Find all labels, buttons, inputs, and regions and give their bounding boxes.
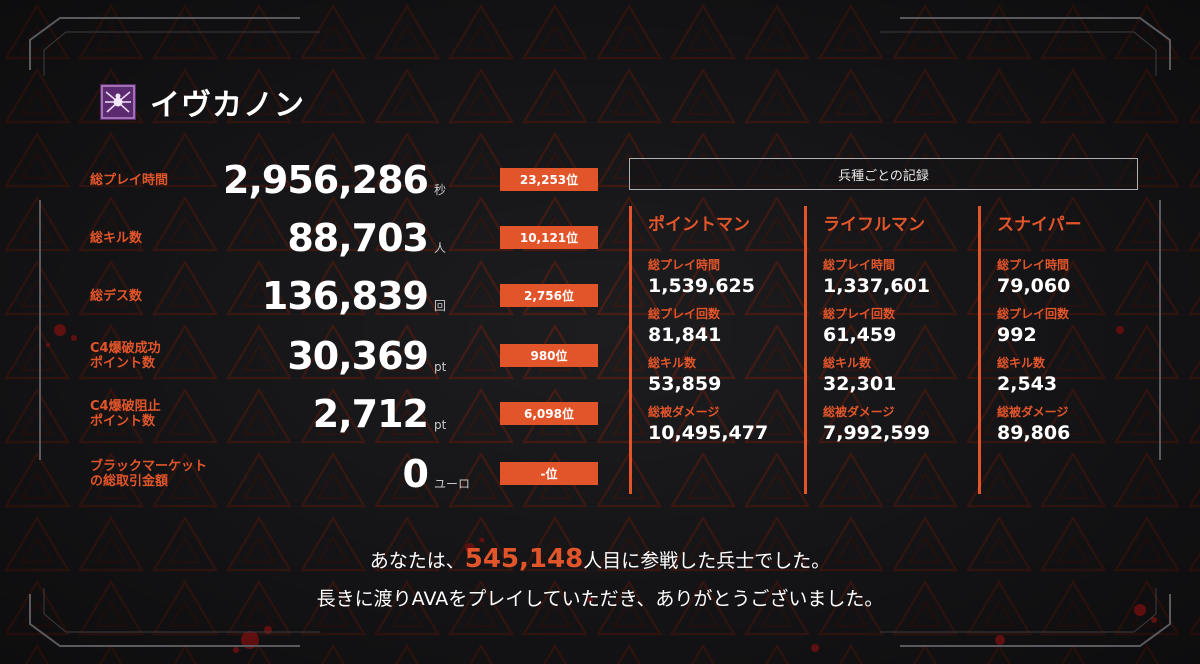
stat-value: 136,839 [261,274,429,318]
metric-label: 総被ダメージ [997,405,1069,419]
rank-badge: 6,098位 [500,402,598,425]
footer-suffix: 人目に参戦した兵士でした。 [583,550,831,572]
stat-row-deaths: 総デス数 136,839 回 2,756位 [90,274,600,318]
metric-value: 1,539,625 [648,275,755,297]
metric-label: 総プレイ時間 [823,258,896,272]
metric-value: 10,495,477 [648,422,769,444]
class-name: ライフルマン [823,215,925,235]
metric-value: 32,301 [823,373,897,395]
stat-unit: pt [434,360,447,374]
stat-unit: 回 [434,299,447,313]
stat-unit: pt [434,418,447,432]
metric-label: 総プレイ時間 [648,258,721,272]
rank-badge: 10,121位 [500,226,598,249]
footer-message-line2: 長きに渡りAVAをプレイしていただき、ありがとうございました。 [316,588,884,610]
metric-label: 総キル数 [648,356,697,370]
footer-prefix: あなたは、 [369,550,465,572]
class-column-sniper: スナイパー 総プレイ時間 79,060 総プレイ回数 992 総キル数 2,54… [978,206,1148,494]
player-name: イヴカノン [150,88,305,123]
rank-badge: 23,253位 [500,168,598,191]
class-records-header: 兵種ごとの記録 [629,158,1138,190]
metric-value: 89,806 [997,422,1071,444]
metric-value: 992 [997,324,1037,346]
metric-label: 総プレイ回数 [997,307,1070,321]
stat-value: 30,369 [287,334,429,378]
stat-label: 総デス数 [90,288,143,304]
stat-row-play-time: 総プレイ時間 2,956,286 秒 23,253位 [90,158,600,202]
stat-value: 2,956,286 [223,158,429,202]
metric-label: 総キル数 [997,356,1046,370]
metric-label: 総プレイ回数 [648,307,721,321]
class-column-rifleman: ライフルマン 総プレイ時間 1,337,601 総プレイ回数 61,459 総キ… [804,206,974,494]
stat-row-c4-defuse: C4爆破阻止 ポイント数 2,712 pt 6,098位 [90,392,600,436]
stat-unit: 秒 [434,183,447,197]
stat-unit: 人 [434,241,447,255]
stat-value: 2,712 [312,392,429,436]
stat-unit: ユーロ [434,477,471,491]
metric-value: 81,841 [648,324,722,346]
stat-label: 総プレイ時間 [90,172,169,188]
stat-label: ブラックマーケット の総取引金額 [90,459,208,489]
metric-value: 1,337,601 [823,275,930,297]
metric-label: 総キル数 [823,356,872,370]
stat-label: 総キル数 [90,230,143,246]
rank-badge: 2,756位 [500,284,598,307]
class-column-pointman: ポイントマン 総プレイ時間 1,539,625 総プレイ回数 81,841 総キ… [629,206,799,494]
stat-label: C4爆破阻止 ポイント数 [90,399,161,429]
spider-emblem-icon [100,84,136,120]
rank-badge: -位 [500,462,598,485]
player-header: イヴカノン [100,80,305,124]
stat-value: 88,703 [287,216,429,260]
metric-value: 61,459 [823,324,897,346]
metric-label: 総被ダメージ [823,405,895,419]
metric-label: 総プレイ時間 [997,258,1070,272]
stat-row-kills: 総キル数 88,703 人 10,121位 [90,216,600,260]
class-name: スナイパー [997,215,1082,235]
metric-value: 53,859 [648,373,722,395]
metric-label: 総プレイ回数 [823,307,896,321]
class-name: ポイントマン [648,215,750,235]
rank-badge: 980位 [500,344,598,367]
metric-value: 79,060 [997,275,1071,297]
metric-value: 7,992,599 [823,422,930,444]
metric-label: 総被ダメージ [648,405,720,419]
stat-value: 0 [402,452,429,496]
footer-message-line1: あなたは、545,148人目に参戦した兵士でした。 [0,544,1200,574]
stat-row-c4-plant: C4爆破成功 ポイント数 30,369 pt 980位 [90,334,600,378]
stat-row-black-market: ブラックマーケット の総取引金額 0 ユーロ -位 [90,452,600,496]
soldier-number: 545,148 [464,544,584,574]
metric-value: 2,543 [997,373,1058,395]
stat-label: C4爆破成功 ポイント数 [90,341,161,371]
